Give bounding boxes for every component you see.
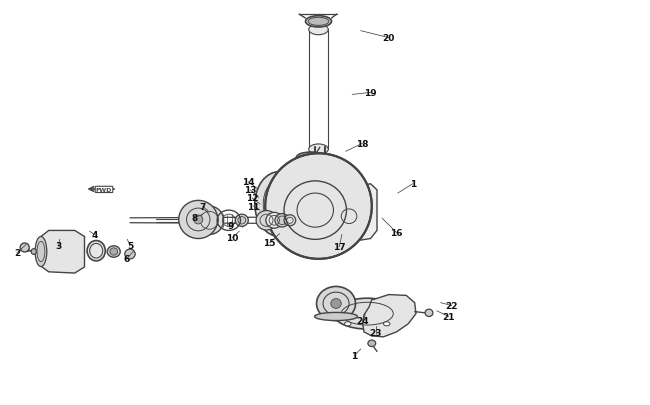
Ellipse shape [333,298,401,329]
Ellipse shape [296,153,325,163]
Text: 23: 23 [369,328,382,337]
Ellipse shape [20,243,29,252]
Polygon shape [41,231,84,273]
Polygon shape [363,295,416,337]
Ellipse shape [306,17,332,28]
Ellipse shape [425,309,433,317]
Text: 1: 1 [410,180,416,189]
Ellipse shape [265,154,372,259]
Text: 24: 24 [356,316,369,325]
Text: FWD: FWD [96,188,112,192]
Ellipse shape [110,248,118,256]
Ellipse shape [384,322,390,326]
Text: 7: 7 [200,202,206,211]
Ellipse shape [331,299,341,309]
Text: 9: 9 [227,222,234,230]
Ellipse shape [309,25,328,36]
Text: 15: 15 [263,239,276,247]
Ellipse shape [275,214,289,228]
Text: 3: 3 [55,242,62,251]
Text: 1: 1 [351,351,358,360]
Text: 11: 11 [247,202,260,211]
Text: 8: 8 [192,213,198,222]
Text: 5: 5 [127,242,133,251]
Ellipse shape [284,215,296,226]
Ellipse shape [125,249,135,259]
Text: 17: 17 [333,243,346,252]
Text: 22: 22 [445,301,458,310]
Ellipse shape [37,242,45,262]
Ellipse shape [266,213,283,228]
Ellipse shape [317,287,356,321]
Text: 10: 10 [226,234,239,243]
Ellipse shape [194,215,203,224]
Text: 13: 13 [244,186,257,195]
Ellipse shape [31,249,36,255]
Text: 12: 12 [246,194,259,203]
Ellipse shape [344,322,351,326]
Polygon shape [351,184,377,241]
Ellipse shape [255,172,304,237]
Ellipse shape [301,155,320,161]
Text: 20: 20 [382,34,395,43]
Ellipse shape [337,205,361,228]
Ellipse shape [235,215,248,227]
Text: 21: 21 [442,312,455,321]
Ellipse shape [315,313,358,321]
Text: 19: 19 [364,89,377,98]
Text: 2: 2 [14,249,20,258]
Ellipse shape [256,211,277,230]
Ellipse shape [331,247,339,252]
Ellipse shape [308,18,329,26]
Ellipse shape [35,237,47,267]
Ellipse shape [309,145,328,155]
Ellipse shape [195,207,224,235]
Ellipse shape [331,170,339,175]
Text: 6: 6 [124,255,130,264]
Ellipse shape [368,340,376,347]
Text: 4: 4 [91,230,98,239]
Text: 14: 14 [242,178,255,187]
Ellipse shape [87,241,105,261]
Text: 18: 18 [356,139,369,148]
Ellipse shape [107,246,120,258]
Ellipse shape [179,201,218,239]
Text: 16: 16 [390,228,403,237]
